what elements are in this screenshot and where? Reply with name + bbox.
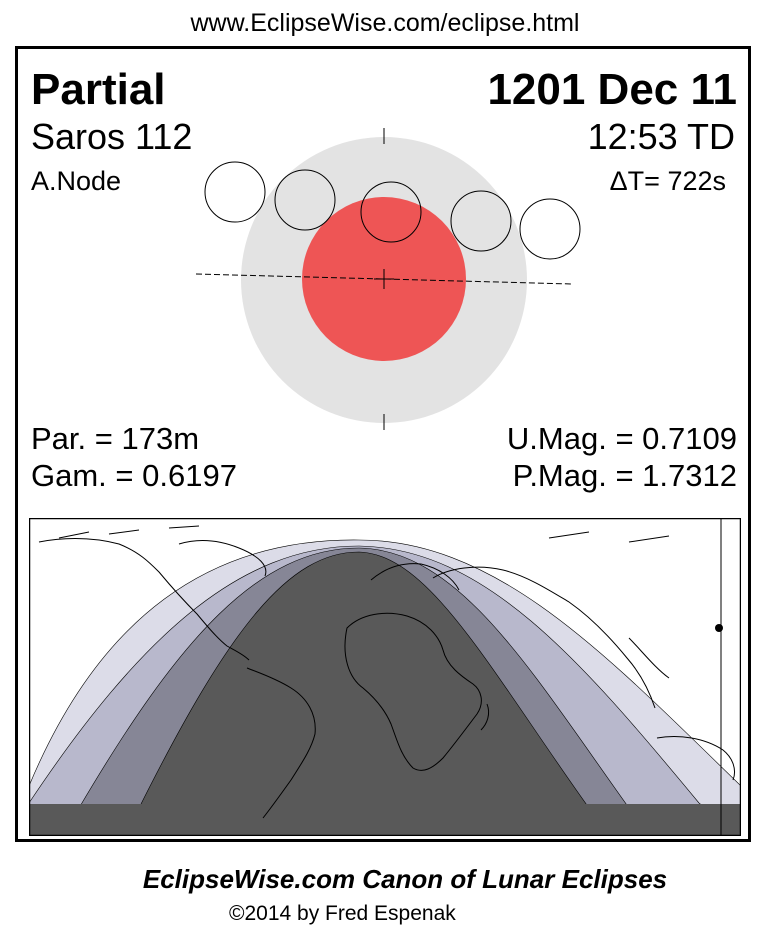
lunar-node: A.Node	[31, 166, 122, 196]
copyright-credit: ©2014 by Fred Espenak	[229, 902, 456, 925]
moon-position-umbral-exit	[450, 190, 512, 252]
moon-zenith-marker	[715, 624, 723, 632]
source-url[interactable]: www.EclipseWise.com/eclipse.html	[190, 9, 580, 37]
delta-t: ΔT= 722s	[609, 166, 726, 196]
eclipse-geometry-diagram	[195, 128, 581, 430]
moon-position-last-contact	[519, 198, 581, 260]
moon-position-umbral-entry	[274, 169, 336, 231]
canon-title: EclipseWise.com Canon of Lunar Eclipses	[142, 864, 668, 894]
visibility-world-map	[29, 518, 741, 836]
partial-duration: Par. = 173m	[31, 421, 200, 456]
moon-position-greatest	[360, 181, 422, 243]
umbral-magnitude: U.Mag. = 0.7109	[506, 421, 737, 456]
saros-number: Saros 112	[31, 116, 193, 157]
coastlines	[38, 525, 736, 819]
eclipse-date: 1201 Dec 11	[487, 65, 737, 114]
eclipse-type: Partial	[31, 65, 166, 114]
polar-night-band	[29, 804, 741, 836]
eclipse-panel	[15, 46, 751, 842]
eclipse-time: 12:53 TD	[587, 116, 735, 157]
penumbral-magnitude: P.Mag. = 1.7312	[512, 458, 737, 493]
gamma-value: Gam. = 0.6197	[31, 458, 237, 493]
moon-position-first-contact	[204, 161, 266, 223]
